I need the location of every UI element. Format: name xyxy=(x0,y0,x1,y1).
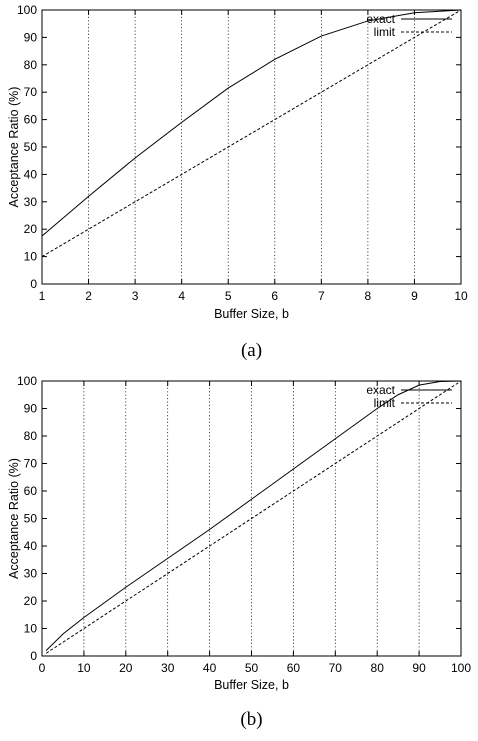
y-tick-label: 70 xyxy=(24,85,38,99)
x-tick-label: 10 xyxy=(77,661,91,675)
chart-a: 1 2 3 4 5 6 7 8 9 100102030405060708090100Buffer … xyxy=(7,3,468,361)
y-tick-label: 20 xyxy=(24,594,38,608)
y-tick-label: 10 xyxy=(24,622,38,636)
y-tick-label: 80 xyxy=(24,58,38,72)
y-tick-label: 30 xyxy=(24,195,38,209)
x-tick-label: 6 xyxy=(271,289,278,303)
legend-label-limit: limit xyxy=(374,396,396,410)
x-tick-label: 10 xyxy=(454,289,468,303)
y-tick-label: 60 xyxy=(24,484,38,498)
x-tick-label: 100 xyxy=(451,661,471,675)
legend-label-exact: exact xyxy=(366,12,395,26)
x-tick-label: 3 xyxy=(132,289,139,303)
y-tick-label: 40 xyxy=(24,167,38,181)
y-tick-label: 40 xyxy=(24,539,38,553)
x-tick-label: 1 xyxy=(39,289,46,303)
y-tick-label: 100 xyxy=(17,3,37,17)
x-tick-label: 4 xyxy=(178,289,185,303)
x-tick-label: 80 xyxy=(371,661,385,675)
x-tick-label: 8 xyxy=(365,289,372,303)
x-tick-label: 9 xyxy=(411,289,418,303)
x-tick-label: 50 xyxy=(245,661,259,675)
y-tick-label: 100 xyxy=(17,374,37,388)
y-tick-label: 30 xyxy=(24,567,38,581)
y-tick-label: 90 xyxy=(24,30,38,44)
x-tick-label: 2 xyxy=(85,289,92,303)
y-tick-label: 50 xyxy=(24,140,38,154)
y-tick-label: 0 xyxy=(30,649,37,663)
y-tick-label: 70 xyxy=(24,457,38,471)
x-tick-label: 40 xyxy=(203,661,217,675)
x-tick-label: 60 xyxy=(287,661,301,675)
x-tick-label: 90 xyxy=(412,661,426,675)
series-line-limit xyxy=(45,380,462,654)
x-axis-label: Buffer Size, b xyxy=(214,678,289,692)
series-line-limit xyxy=(41,9,462,258)
y-tick-label: 0 xyxy=(30,277,37,291)
chart-b: 0 10 20 30 40 50 60 70 80 90 100 0 10 20 30 40 50 60 70 80 9… xyxy=(7,374,471,730)
x-tick-label: 0 xyxy=(39,661,46,675)
y-tick-label: 80 xyxy=(24,429,38,443)
x-axis-label: Buffer Size, b xyxy=(214,307,289,321)
y-tick-label: 20 xyxy=(24,222,38,236)
chart-caption: (a) xyxy=(241,340,262,361)
y-axis-label: Acceptance Ratio (%) xyxy=(7,458,21,579)
x-tick-label: 70 xyxy=(329,661,343,675)
chart-caption: (b) xyxy=(240,709,262,730)
x-tick-label: 20 xyxy=(119,661,133,675)
x-tick-label: 5 xyxy=(225,289,232,303)
x-tick-label: 7 xyxy=(318,289,325,303)
y-axis-label: Acceptance Ratio (%) xyxy=(7,87,21,208)
y-tick-label: 50 xyxy=(24,512,38,526)
y-tick-label: 10 xyxy=(24,250,38,264)
y-tick-label: 90 xyxy=(24,402,38,416)
plot-frame xyxy=(41,9,462,285)
legend-label-limit: limit xyxy=(374,25,396,39)
x-tick-label: 30 xyxy=(161,661,175,675)
series-line-exact xyxy=(41,9,462,237)
series-line-exact xyxy=(45,380,462,651)
y-tick-label: 60 xyxy=(24,113,38,127)
legend-label-exact: exact xyxy=(366,383,395,397)
